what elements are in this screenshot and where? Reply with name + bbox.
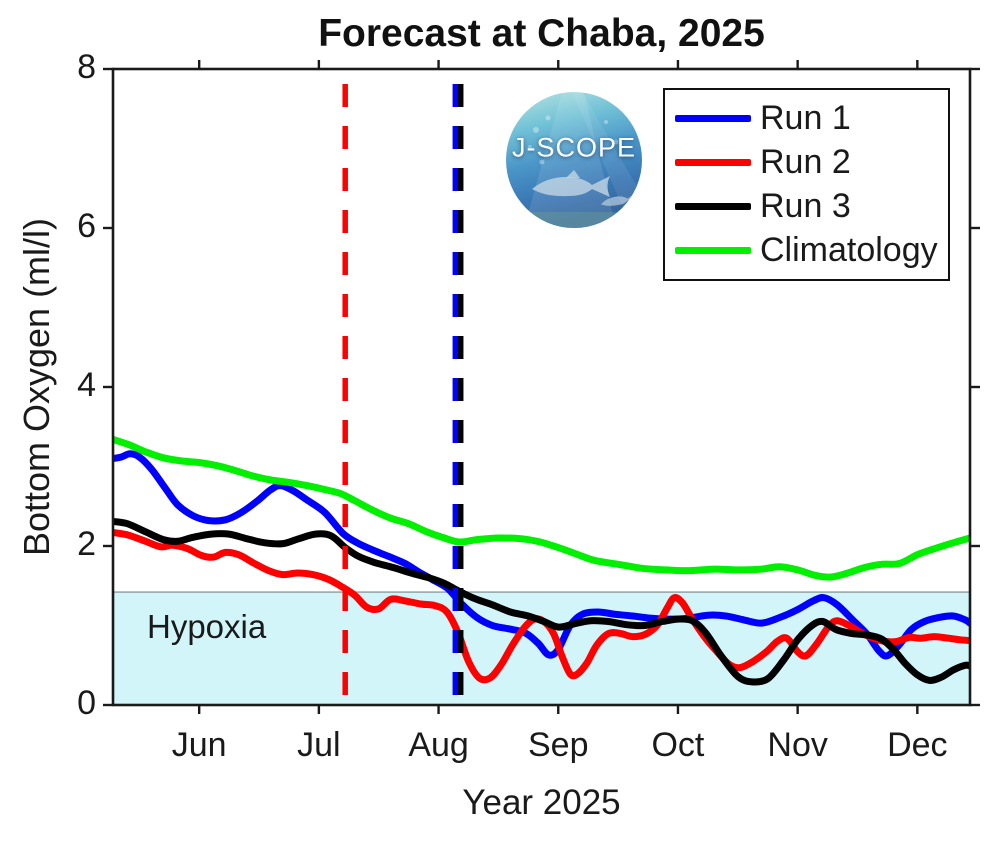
light-ray xyxy=(572,92,638,228)
legend-item-run-2: Run 2 xyxy=(675,143,948,182)
x-tick-label-aug: Aug xyxy=(408,726,469,764)
legend-line-swatch xyxy=(675,114,751,122)
series-line-climatology xyxy=(113,436,970,581)
x-tick-label-jul: Jul xyxy=(297,726,341,764)
legend: Run 1 Run 2 Run 3 Climatology xyxy=(663,88,950,281)
axis-ticks xyxy=(103,60,980,714)
series-line-run-1 xyxy=(113,450,970,660)
small-fish-icon xyxy=(600,193,637,206)
x-tick-label-dec: Dec xyxy=(887,726,948,764)
hypoxia-label: Hypoxia xyxy=(147,608,267,645)
legend-line-swatch xyxy=(675,203,751,211)
fish-icon xyxy=(532,170,610,197)
legend-item-label: Run 3 xyxy=(760,187,851,226)
legend-item-label: Climatology xyxy=(760,231,938,270)
x-axis-label: Year 2025 xyxy=(462,783,621,822)
logo-text: J-SCOPE xyxy=(511,132,637,163)
y-tick-label-8: 8 xyxy=(77,47,96,86)
bubbles xyxy=(528,115,619,165)
legend-item-label: Run 2 xyxy=(760,142,851,181)
legend-item-climatology: Climatology xyxy=(675,231,948,270)
legend-line-swatch xyxy=(675,158,751,166)
legend-item-run-1: Run 1 xyxy=(675,99,948,138)
legend-item-label: Run 1 xyxy=(760,98,851,137)
underwater-scene xyxy=(506,92,642,228)
seafloor xyxy=(506,212,642,228)
y-tick-label-4: 4 xyxy=(77,365,96,404)
x-tick-label-jun: Jun xyxy=(171,726,227,764)
y-tick-label-2: 2 xyxy=(77,524,96,563)
x-tick-label-oct: Oct xyxy=(651,726,705,764)
legend-item-run-3: Run 3 xyxy=(675,187,948,226)
jscope-logo: J-SCOPE xyxy=(506,92,642,228)
y-tick-label-0: 0 xyxy=(77,683,96,722)
legend-line-swatch xyxy=(675,247,751,255)
series-curves xyxy=(113,436,970,686)
x-tick-label-nov: Nov xyxy=(767,726,828,764)
x-tick-label-sep: Sep xyxy=(528,726,589,764)
y-tick-label-6: 6 xyxy=(77,206,96,245)
chart-title: Forecast at Chaba, 2025 xyxy=(318,12,765,55)
series-line-run-3 xyxy=(113,517,970,686)
